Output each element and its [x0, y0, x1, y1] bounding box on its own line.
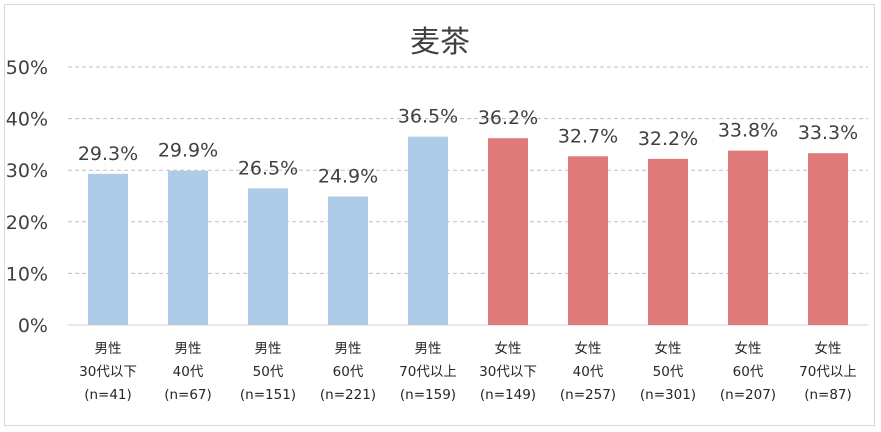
x-tick-label: (n=301) [640, 387, 696, 403]
bar [568, 156, 608, 325]
x-tick-label: 男性 [335, 341, 362, 357]
bar [648, 158, 688, 325]
x-tick-label: 70代以上 [399, 364, 457, 380]
bar [248, 188, 288, 325]
x-tick-label: 男性 [255, 341, 282, 357]
chart-title: 麦茶 [410, 25, 470, 60]
x-axis: 男性 30代以下 (n=41) 男性 40代 (n=67) 男性 50代 (n=151) 男性 60… [79, 340, 857, 403]
x-tick-label: (n=87) [804, 387, 852, 403]
data-label: 24.9% [318, 166, 378, 188]
bar [168, 170, 208, 325]
y-tick-label: 50% [6, 57, 48, 79]
y-tick-label: 0% [18, 315, 48, 337]
x-tick-label: (n=41) [84, 387, 132, 403]
x-tick-label: (n=149) [480, 387, 536, 403]
x-tick-label: 女性 [815, 340, 842, 357]
bar [88, 173, 128, 325]
bar [728, 150, 768, 325]
y-tick-label: 30% [6, 160, 48, 182]
x-tick-label: 60代 [733, 364, 764, 380]
x-tick-label: 40代 [573, 364, 604, 380]
data-label: 29.3% [78, 143, 138, 165]
x-tick-label: 60代 [333, 364, 364, 380]
data-label: 33.3% [798, 122, 858, 144]
x-tick-label: 女性 [575, 340, 602, 357]
bar [488, 138, 528, 325]
bar [808, 153, 848, 325]
x-tick-label: 男性 [415, 341, 442, 357]
x-tick-label: 女性 [735, 340, 762, 357]
y-axis: 0% 10% 20% 30% 40% 50% [6, 57, 48, 337]
x-tick-label: 女性 [655, 340, 682, 357]
data-label: 36.2% [478, 107, 538, 129]
data-label: 32.2% [638, 128, 698, 150]
y-tick-label: 20% [6, 212, 48, 234]
x-tick-label: 30代以下 [479, 364, 537, 380]
x-tick-label: 50代 [253, 364, 284, 380]
data-label: 32.7% [558, 125, 618, 147]
x-tick-label: (n=159) [400, 387, 456, 403]
x-tick-label: (n=207) [720, 387, 776, 403]
bar [408, 136, 448, 325]
x-tick-label: 男性 [175, 341, 202, 357]
bars [88, 136, 848, 325]
x-tick-label: (n=221) [320, 387, 376, 403]
y-tick-label: 40% [6, 109, 48, 131]
x-tick-label: 男性 [95, 341, 122, 357]
x-tick-label: (n=257) [560, 387, 616, 403]
data-label: 29.9% [158, 140, 218, 162]
x-tick-label: 女性 [495, 340, 522, 357]
x-tick-label: 70代以上 [799, 364, 857, 380]
data-label: 36.5% [398, 106, 458, 128]
data-labels: 29.3% 29.9% 26.5% 24.9% 36.5% 36.2% 32.7% 32.2%… [78, 106, 858, 188]
x-tick-label: 40代 [173, 364, 204, 380]
x-tick-label: 50代 [653, 364, 684, 380]
y-tick-label: 10% [6, 263, 48, 285]
x-tick-label: (n=67) [164, 387, 212, 403]
data-label: 33.8% [718, 120, 778, 142]
data-label: 26.5% [238, 157, 298, 179]
x-tick-label: 30代以下 [79, 364, 137, 380]
x-tick-label: (n=151) [240, 387, 296, 403]
bar [328, 196, 368, 325]
